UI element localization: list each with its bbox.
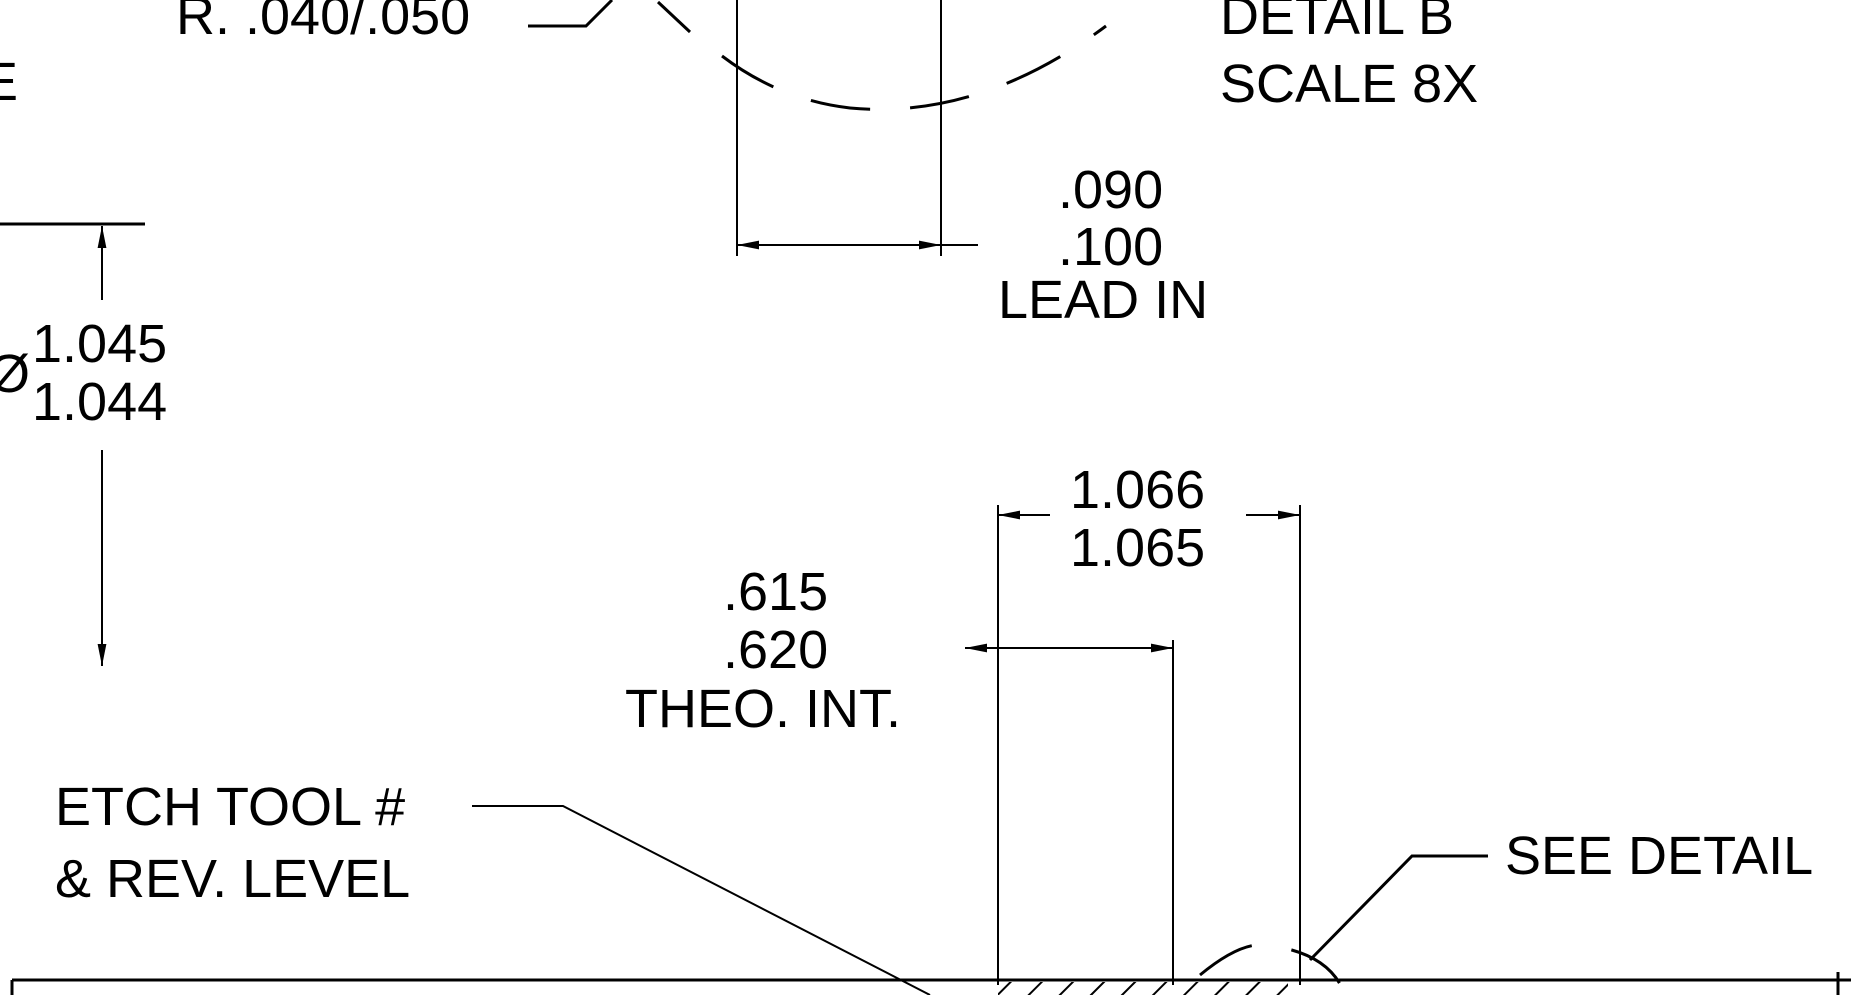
lead-in-note: LEAD IN [998, 270, 1208, 330]
detail-b-circle [721, 24, 1107, 111]
theo-int-note: THEO. INT. [625, 679, 901, 739]
see-detail-leader [1308, 854, 1488, 962]
detail-scale: SCALE 8X [1220, 54, 1478, 114]
radius-label: R. .040/.050 [176, 0, 470, 46]
diameter-lower-limit: 1.044 [32, 372, 167, 432]
length-lower-limit: 1.065 [1070, 518, 1205, 578]
lead-upper-limit: .090 [1058, 160, 1163, 220]
diameter-upper-limit: 1.045 [32, 314, 167, 374]
etch-tool-label-line2: & REV. LEVEL [55, 849, 410, 909]
see-detail-label: SEE DETAIL [1505, 826, 1813, 886]
radius-pointer [656, 0, 692, 34]
etch-tool-leader [472, 805, 931, 995]
hatched-section [998, 982, 1288, 995]
radius-leader [528, 0, 614, 28]
clipped-left-char: E [0, 52, 18, 112]
etch-tool-label-line1: ETCH TOOL # [55, 777, 405, 837]
lead-lower-limit: .100 [1058, 217, 1163, 277]
length-upper-limit: 1.066 [1070, 460, 1205, 520]
diameter-symbol: Ø [0, 344, 30, 404]
theo-lower-limit: .620 [723, 620, 828, 680]
detail-b-reference-circle [1199, 943, 1347, 995]
theo-upper-limit: .615 [723, 562, 828, 622]
detail-title: DETAIL B [1220, 0, 1454, 46]
